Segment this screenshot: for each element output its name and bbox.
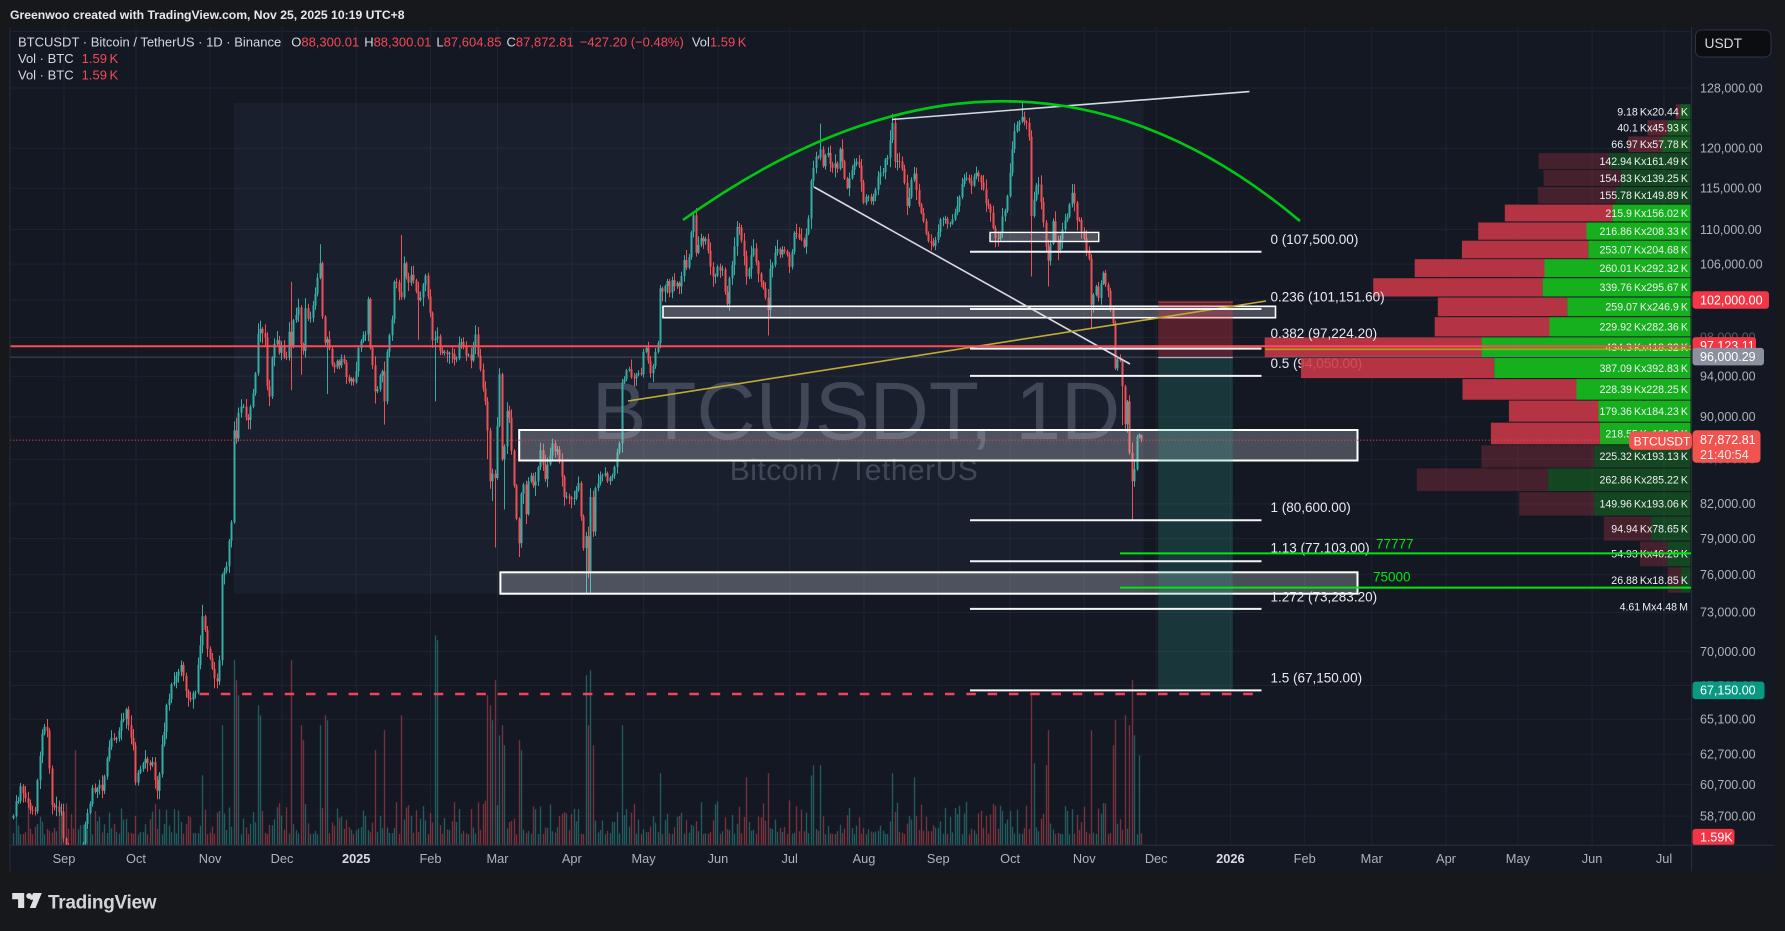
svg-text:9.18 Kx20.44 K: 9.18 Kx20.44 K <box>1617 107 1688 119</box>
svg-text:96,000.29: 96,000.29 <box>1700 350 1756 364</box>
svg-text:May: May <box>1506 851 1531 866</box>
svg-text:Apr: Apr <box>1436 851 1457 866</box>
svg-text:Nov: Nov <box>1073 851 1096 866</box>
svg-text:54.93 Kx46.26 K: 54.93 Kx46.26 K <box>1611 549 1688 561</box>
svg-text:May: May <box>632 851 657 866</box>
svg-text:Feb: Feb <box>419 851 441 866</box>
svg-text:Jul: Jul <box>1656 851 1672 866</box>
svg-text:Sep: Sep <box>53 851 76 866</box>
svg-text:225.32 Kx193.13 K: 225.32 Kx193.13 K <box>1600 451 1688 463</box>
svg-text:58,700.00: 58,700.00 <box>1700 809 1756 823</box>
svg-text:2025: 2025 <box>342 851 370 866</box>
svg-text:BTCUSDT, 1D: BTCUSDT, 1D <box>592 366 1121 457</box>
svg-text:1.13 (77,103.00): 1.13 (77,103.00) <box>1271 541 1370 556</box>
svg-text:155.78 Kx149.89 K: 155.78 Kx149.89 K <box>1600 190 1688 202</box>
svg-text:62,700.00: 62,700.00 <box>1700 748 1756 762</box>
svg-text:339.76 Kx295.67 K: 339.76 Kx295.67 K <box>1600 282 1688 294</box>
svg-text:1.5 (67,150.00): 1.5 (67,150.00) <box>1271 671 1363 686</box>
svg-text:65,100.00: 65,100.00 <box>1700 713 1756 727</box>
svg-text:0.382 (97,224.20): 0.382 (97,224.20) <box>1271 326 1378 341</box>
svg-text:Mar: Mar <box>1361 851 1384 866</box>
svg-text:Aug: Aug <box>853 851 876 866</box>
svg-text:260.01 Kx292.32 K: 260.01 Kx292.32 K <box>1600 263 1688 275</box>
svg-text:115,000.00: 115,000.00 <box>1700 182 1762 196</box>
svg-text:Sep: Sep <box>927 851 950 866</box>
svg-text:BTCUSDT: BTCUSDT <box>1634 435 1691 449</box>
svg-text:259.07 Kx246.9 K: 259.07 Kx246.9 K <box>1605 302 1688 314</box>
svg-text:Oct: Oct <box>126 851 146 866</box>
svg-text:USDT: USDT <box>1705 36 1743 51</box>
svg-text:179.36 Kx184.23 K: 179.36 Kx184.23 K <box>1600 406 1688 418</box>
svg-text:102,000.00: 102,000.00 <box>1700 293 1763 307</box>
svg-text:1.59K: 1.59K <box>1700 830 1733 844</box>
svg-text:26.88 Kx18.85 K: 26.88 Kx18.85 K <box>1611 575 1688 587</box>
svg-text:Nov: Nov <box>199 851 222 866</box>
svg-text:70,000.00: 70,000.00 <box>1700 645 1756 659</box>
svg-text:Feb: Feb <box>1294 851 1316 866</box>
svg-text:149.96 Kx193.06 K: 149.96 Kx193.06 K <box>1600 499 1688 511</box>
svg-text:60,700.00: 60,700.00 <box>1700 778 1756 792</box>
svg-text:387.09 Kx392.83 K: 387.09 Kx392.83 K <box>1600 363 1688 375</box>
svg-text:TradingView: TradingView <box>48 893 157 914</box>
svg-text:216.86 Kx208.33 K: 216.86 Kx208.33 K <box>1600 226 1688 238</box>
svg-text:Dec: Dec <box>271 851 294 866</box>
svg-text:1 (80,600.00): 1 (80,600.00) <box>1271 500 1351 515</box>
svg-text:Apr: Apr <box>562 851 583 866</box>
svg-text:82,000.00: 82,000.00 <box>1700 497 1756 511</box>
svg-text:21:40:54: 21:40:54 <box>1700 448 1749 462</box>
svg-text:87,872.81: 87,872.81 <box>1700 433 1756 447</box>
svg-text:215.9 Kx156.02 K: 215.9 Kx156.02 K <box>1605 208 1688 220</box>
svg-text:Greenwoo created with TradingV: Greenwoo created with TradingView.com, N… <box>10 8 405 22</box>
svg-text:0 (107,500.00): 0 (107,500.00) <box>1271 232 1359 247</box>
svg-text:142.94 Kx161.49 K: 142.94 Kx161.49 K <box>1600 156 1688 168</box>
svg-text:Jun: Jun <box>708 851 729 866</box>
svg-text:Jun: Jun <box>1582 851 1603 866</box>
svg-text:2026: 2026 <box>1216 851 1244 866</box>
svg-text:Oct: Oct <box>1000 851 1020 866</box>
svg-text:229.92 Kx282.36 K: 229.92 Kx282.36 K <box>1600 322 1688 334</box>
svg-text:228.39 Kx228.25 K: 228.39 Kx228.25 K <box>1600 384 1688 396</box>
svg-text:262.86 Kx285.22 K: 262.86 Kx285.22 K <box>1600 475 1688 487</box>
svg-text:0.236 (101,151.60): 0.236 (101,151.60) <box>1271 290 1385 305</box>
svg-text:154.83 Kx139.25 K: 154.83 Kx139.25 K <box>1600 173 1688 185</box>
svg-text:4.61 Mx4.48 M: 4.61 Mx4.48 M <box>1620 602 1688 614</box>
svg-text:94,000.00: 94,000.00 <box>1700 370 1756 384</box>
svg-text:79,000.00: 79,000.00 <box>1700 532 1756 546</box>
svg-text:90,000.00: 90,000.00 <box>1700 410 1756 424</box>
svg-text:Jul: Jul <box>782 851 798 866</box>
svg-text:110,000.00: 110,000.00 <box>1700 223 1762 237</box>
svg-text:Dec: Dec <box>1145 851 1168 866</box>
svg-text:94.94 Kx78.65 K: 94.94 Kx78.65 K <box>1611 523 1688 535</box>
svg-text:77777: 77777 <box>1376 537 1414 552</box>
svg-text:Mar: Mar <box>486 851 509 866</box>
svg-text:BTCUSDT · Bitcoin / TetherUS ·: BTCUSDT · Bitcoin / TetherUS · 1D · Bina… <box>18 35 747 50</box>
svg-text:40.1 Kx45.93 K: 40.1 Kx45.93 K <box>1617 123 1688 135</box>
svg-text:67,150.00: 67,150.00 <box>1700 684 1756 698</box>
svg-text:76,000.00: 76,000.00 <box>1700 568 1756 582</box>
svg-text:73,000.00: 73,000.00 <box>1700 606 1756 620</box>
svg-text:253.07 Kx204.68 K: 253.07 Kx204.68 K <box>1600 244 1688 256</box>
svg-text:66.97 Kx57.78 K: 66.97 Kx57.78 K <box>1611 139 1688 151</box>
svg-text:128,000.00: 128,000.00 <box>1700 81 1763 95</box>
svg-text:120,000.00: 120,000.00 <box>1700 142 1763 156</box>
svg-text:1.272 (73,283.20): 1.272 (73,283.20) <box>1271 590 1378 605</box>
svg-text:75000: 75000 <box>1373 570 1411 585</box>
svg-text:106,000.00: 106,000.00 <box>1700 257 1763 271</box>
svg-text:434.3 Kx418.32 K: 434.3 Kx418.32 K <box>1605 342 1688 354</box>
